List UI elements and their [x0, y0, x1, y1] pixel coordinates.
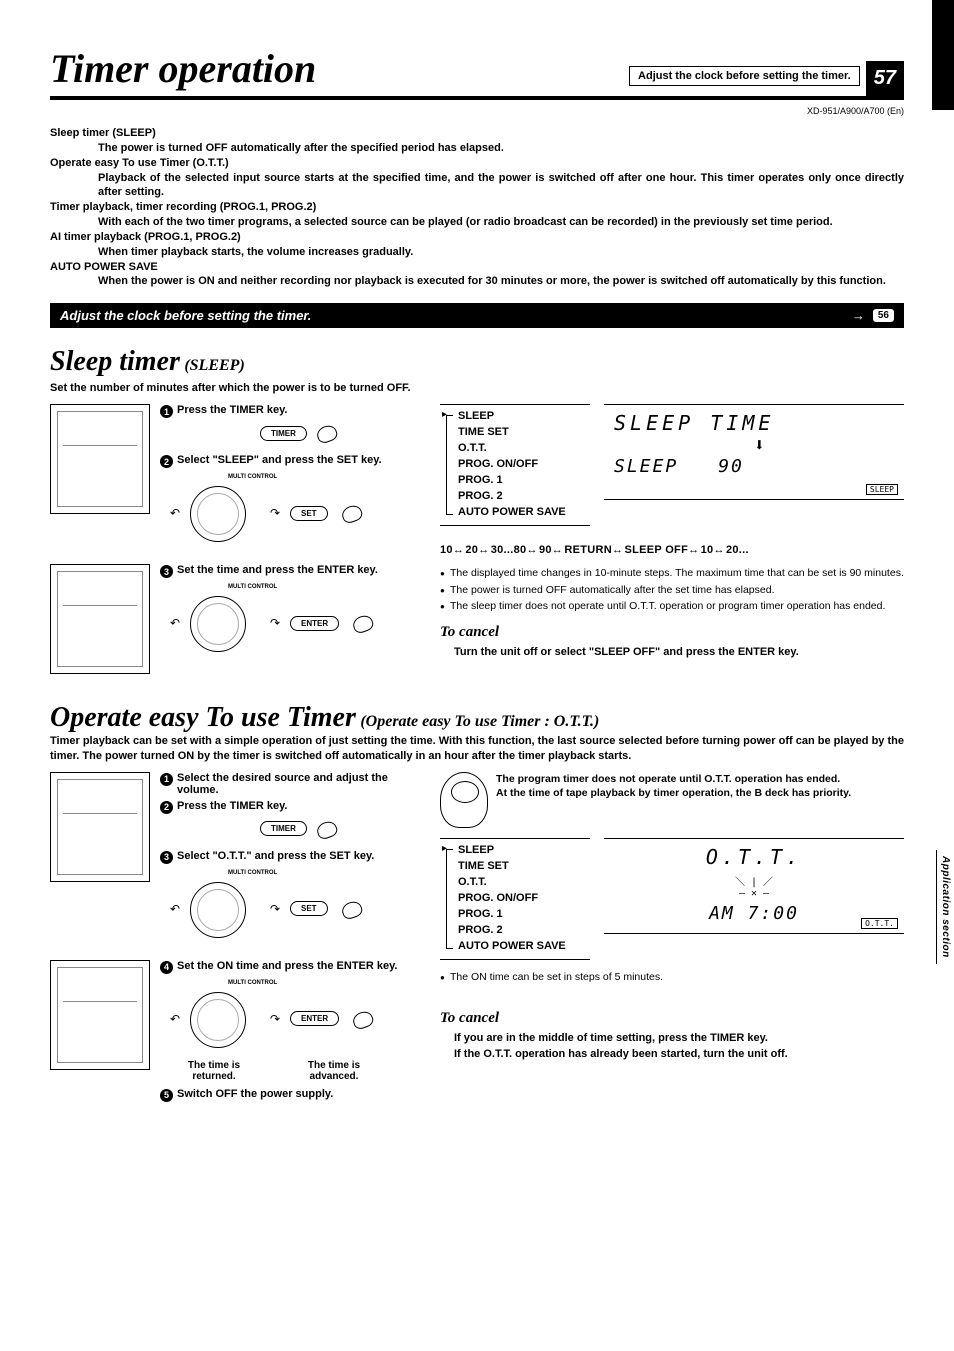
ott-title: Operate easy To use Timer (Operate easy …: [50, 702, 904, 734]
device-illustration: [50, 404, 150, 514]
section-tab: Application section: [936, 850, 954, 964]
page-title: Timer operation: [50, 45, 629, 92]
arrow-icon: →: [852, 308, 865, 323]
finger-icon: [313, 818, 343, 840]
ott-columns: 1Select the desired source and adjust th…: [50, 772, 904, 1116]
ott-lcd: O.T.T. ＼ | ／— ✕ — AM 7:00 O.T.T.: [604, 838, 904, 934]
intro-body: The power is turned OFF automatically af…: [50, 141, 904, 156]
menu-item: PROG. 2: [458, 489, 590, 505]
intro-body: When timer playback starts, the volume i…: [50, 245, 904, 260]
sleep-menu-list: SLEEPTIME SETO.T.T.PROG. ON/OFFPROG. 1PR…: [440, 404, 590, 526]
sleep-notes: The displayed time changes in 10-minute …: [440, 566, 904, 614]
sleep-columns: 1Press the TIMER key. TIMER 2Select "SLE…: [50, 404, 904, 684]
sleep-step-1: 1Press the TIMER key. TIMER 2Select "SLE…: [50, 404, 420, 554]
intro-block: Sleep timer (SLEEP)The power is turned O…: [50, 126, 904, 289]
note-item: The sleep timer does not operate until O…: [440, 599, 904, 614]
sleep-cancel-heading: To cancel: [440, 624, 904, 641]
device-illustration: [50, 564, 150, 674]
intro-body: When the power is ON and neither recordi…: [50, 274, 904, 289]
set-key-icon: SET: [290, 901, 328, 916]
intro-body: Playback of the selected input source st…: [50, 171, 904, 201]
set-key-icon: SET: [290, 506, 328, 521]
enter-key-icon: ENTER: [290, 616, 339, 631]
finger-icon: [338, 502, 368, 524]
ott-step-block-2: 4Set the ON time and press the ENTER key…: [50, 960, 420, 1106]
header-bar: Timer operation Adjust the clock before …: [50, 45, 904, 100]
sleep-cancel-text: Turn the unit off or select "SLEEP OFF" …: [440, 645, 904, 660]
menu-item: PROG. 2: [458, 923, 590, 939]
menu-item: PROG. ON/OFF: [458, 891, 590, 907]
device-illustration: [50, 772, 150, 882]
mascot-text: The program timer does not operate until…: [496, 772, 904, 800]
sleep-step-3: 3Set the time and press the ENTER key. M…: [50, 564, 420, 674]
ott-cancel-text-1: If you are in the middle of time setting…: [440, 1031, 904, 1046]
clock-note-bar: Adjust the clock before setting the time…: [50, 303, 904, 328]
menu-item: PROG. 1: [458, 907, 590, 923]
page: Timer operation Adjust the clock before …: [0, 0, 954, 1146]
menu-item: TIME SET: [458, 425, 590, 441]
multi-control-dial-icon: MULTI CONTROL ↶↷: [160, 982, 280, 1052]
ott-cancel-heading: To cancel: [440, 1010, 904, 1027]
menu-item: O.T.T.: [458, 441, 590, 457]
mascot-note: The program timer does not operate until…: [440, 772, 904, 828]
menu-item: AUTO POWER SAVE: [458, 505, 590, 521]
menu-item: O.T.T.: [458, 875, 590, 891]
sleep-lcd: SLEEP TIME ⬇ SLEEP90 SLEEP: [604, 404, 904, 500]
ott-notes: The ON time can be set in steps of 5 min…: [440, 970, 904, 985]
menu-item: PROG. ON/OFF: [458, 457, 590, 473]
sleep-title: Sleep timer (SLEEP): [50, 346, 904, 378]
finger-icon: [349, 1008, 379, 1030]
multi-control-dial-icon: MULTI CONTROL ↶↷: [160, 476, 280, 546]
menu-item: AUTO POWER SAVE: [458, 939, 590, 955]
page-number: 57: [866, 61, 904, 96]
header-note: Adjust the clock before setting the time…: [629, 66, 860, 86]
intro-head: AUTO POWER SAVE: [50, 260, 904, 275]
sleep-subtitle: Set the number of minutes after which th…: [50, 382, 904, 394]
page-ref: 56: [873, 309, 894, 322]
dial-caption-left: The time is returned.: [174, 1060, 254, 1082]
multi-control-dial-icon: MULTI CONTROL ↶↷: [160, 586, 280, 656]
ott-menu-list: SLEEPTIME SETO.T.T.PROG. ON/OFFPROG. 1PR…: [440, 838, 590, 960]
sleep-sequence: 10↔ 20↔ 30...80↔ 90↔ RETURN↔ SLEEP OFF↔ …: [440, 544, 904, 556]
menu-item: PROG. 1: [458, 473, 590, 489]
device-illustration: [50, 960, 150, 1070]
intro-head: Sleep timer (SLEEP): [50, 126, 904, 141]
finger-icon: [338, 898, 368, 920]
model-line: XD-951/A900/A700 (En): [50, 106, 904, 116]
ott-step-block-1: 1Select the desired source and adjust th…: [50, 772, 420, 950]
intro-head: Operate easy To use Timer (O.T.T.): [50, 156, 904, 171]
dial-caption-right: The time is advanced.: [294, 1060, 374, 1082]
menu-item: SLEEP: [458, 409, 590, 425]
enter-key-icon: ENTER: [290, 1011, 339, 1026]
finger-icon: [313, 422, 343, 444]
menu-item: SLEEP: [458, 843, 590, 859]
multi-control-dial-icon: MULTI CONTROL ↶↷: [160, 872, 280, 942]
ott-intro: Timer playback can be set with a simple …: [50, 734, 904, 764]
timer-key-icon: TIMER: [260, 821, 307, 836]
intro-head: Timer playback, timer recording (PROG.1,…: [50, 200, 904, 215]
clock-note-text: Adjust the clock before setting the time…: [60, 308, 311, 323]
ott-cancel-text-2: If the O.T.T. operation has already been…: [440, 1047, 904, 1062]
note-item: The power is turned OFF automatically af…: [440, 583, 904, 598]
menu-item: TIME SET: [458, 859, 590, 875]
intro-head: AI timer playback (PROG.1, PROG.2): [50, 230, 904, 245]
timer-key-icon: TIMER: [260, 426, 307, 441]
finger-icon: [349, 612, 379, 634]
intro-body: With each of the two timer programs, a s…: [50, 215, 904, 230]
mascot-icon: [440, 772, 488, 828]
note-item: The displayed time changes in 10-minute …: [440, 566, 904, 581]
